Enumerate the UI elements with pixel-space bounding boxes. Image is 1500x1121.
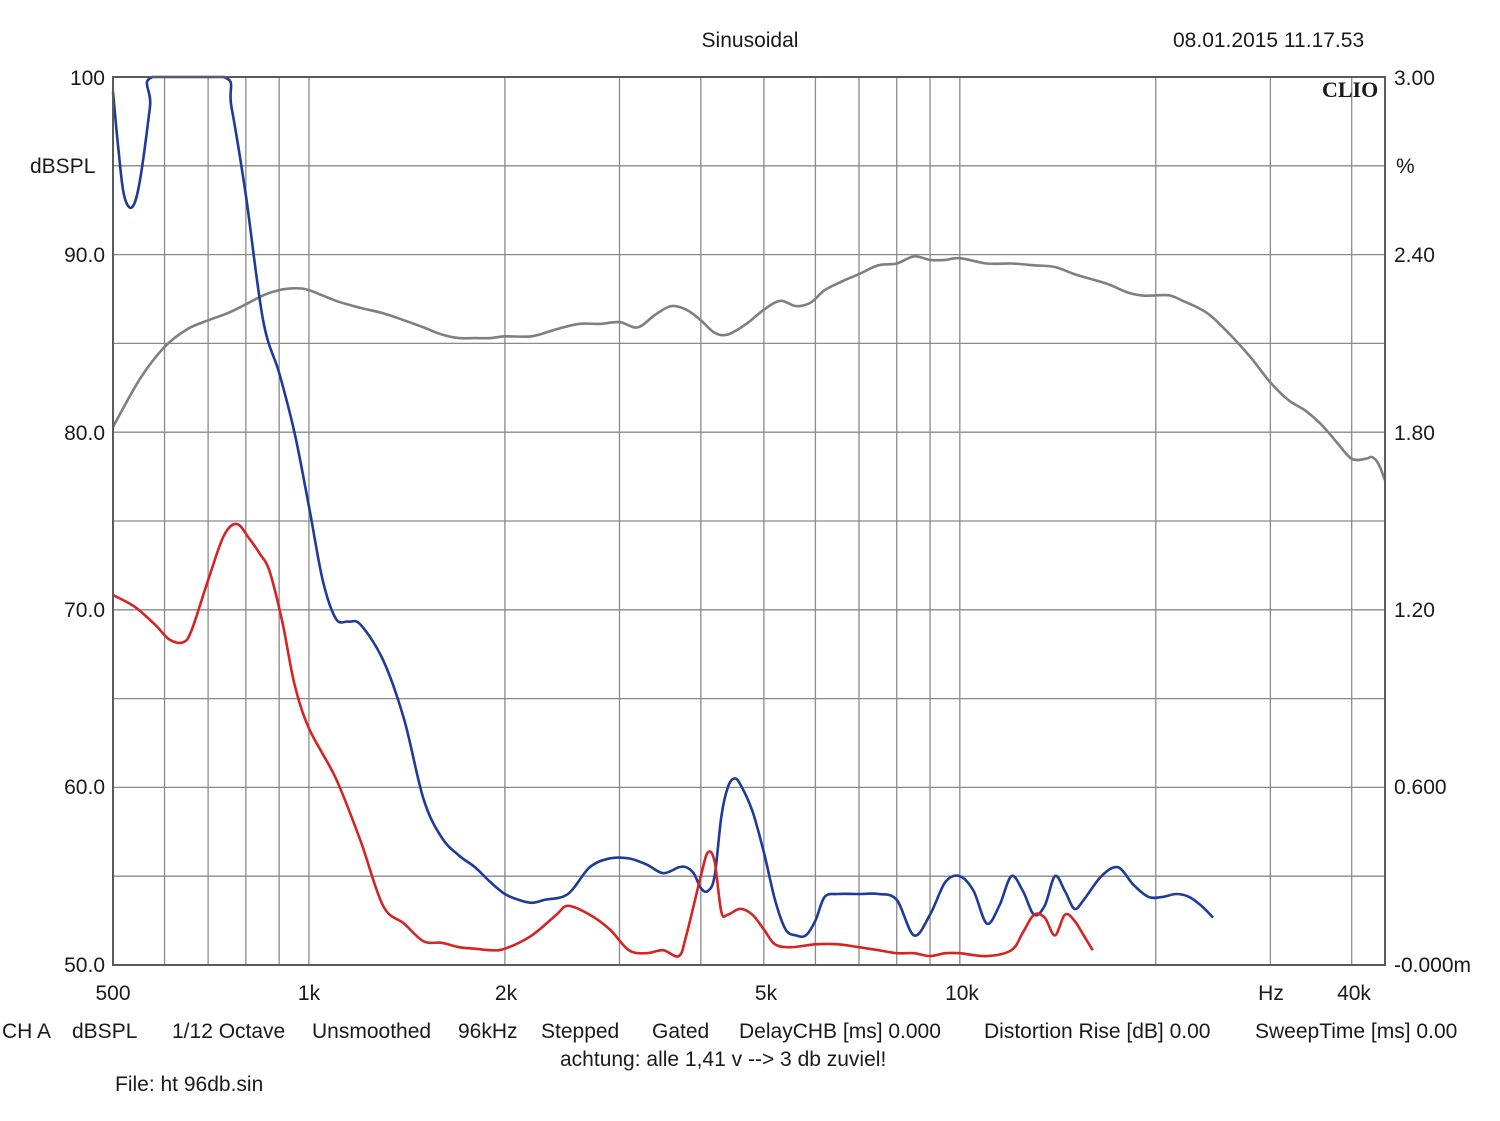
y-right-tick-1-8: 1.80 <box>1394 422 1435 445</box>
x-tick-1k: 1k <box>297 982 321 1005</box>
y-right-tick-1-2: 1.20 <box>1394 599 1435 622</box>
footer-unit: dBSPL <box>72 1020 138 1043</box>
timestamp: 08.01.2015 11.17.53 <box>1173 29 1365 52</box>
footer-gating: Gated <box>652 1020 710 1043</box>
x-tick-5k: 5k <box>754 982 778 1005</box>
x-tick-2k: 2k <box>494 982 518 1005</box>
footer-smoothing: Unsmoothed <box>312 1020 432 1043</box>
x-tick-10k: 10k <box>945 982 979 1005</box>
grid <box>113 77 1385 965</box>
y-right-tick-0: -0.000m <box>1394 954 1472 977</box>
series-layer <box>111 75 1387 958</box>
footer-resolution: 1/12 Octave <box>172 1020 286 1043</box>
series-line-0 <box>111 255 1387 481</box>
y-right-tick-2-4: 2.40 <box>1394 244 1435 267</box>
y-left-tick-90: 90.0 <box>64 244 105 267</box>
y-left-tick-60: 60.0 <box>64 776 105 799</box>
y-left-tick-50: 50.0 <box>64 954 105 977</box>
plot-frame <box>112 76 1386 966</box>
chart-title: Sinusoidal <box>701 29 799 52</box>
x-tick-40k: 40k <box>1337 982 1371 1005</box>
y-right-tick-0-6: 0.600 <box>1394 776 1447 799</box>
footer-sweeptime: SweepTime [ms] 0.00 <box>1255 1020 1458 1043</box>
y-left-tick-80: 80.0 <box>64 422 105 445</box>
y-left-tick-100: 100 <box>69 67 105 90</box>
footer-samplerate: 96kHz <box>458 1020 518 1043</box>
y-left-tick-70: 70.0 <box>64 599 105 622</box>
x-unit-label: Hz <box>1258 982 1284 1005</box>
footer-channel: CH A <box>2 1020 52 1043</box>
footer-distortion-rise: Distortion Rise [dB] 0.00 <box>984 1020 1211 1043</box>
series-line-2 <box>112 522 1094 958</box>
y-right-tick-3: 3.00 <box>1394 67 1435 90</box>
footer-delay: DelayCHB [ms] 0.000 <box>739 1020 941 1043</box>
clio-logo: CLIO <box>1322 77 1379 102</box>
y-right-axis-label: % <box>1396 155 1415 178</box>
x-tick-500: 500 <box>95 982 131 1005</box>
y-left-axis-label: dBSPL <box>30 155 96 178</box>
footer-note: achtung: alle 1,41 v --> 3 db zuviel! <box>560 1048 887 1071</box>
series-line-1 <box>111 75 1215 939</box>
footer-mode: Stepped <box>541 1020 620 1043</box>
footer-file: File: ht 96db.sin <box>115 1073 264 1096</box>
